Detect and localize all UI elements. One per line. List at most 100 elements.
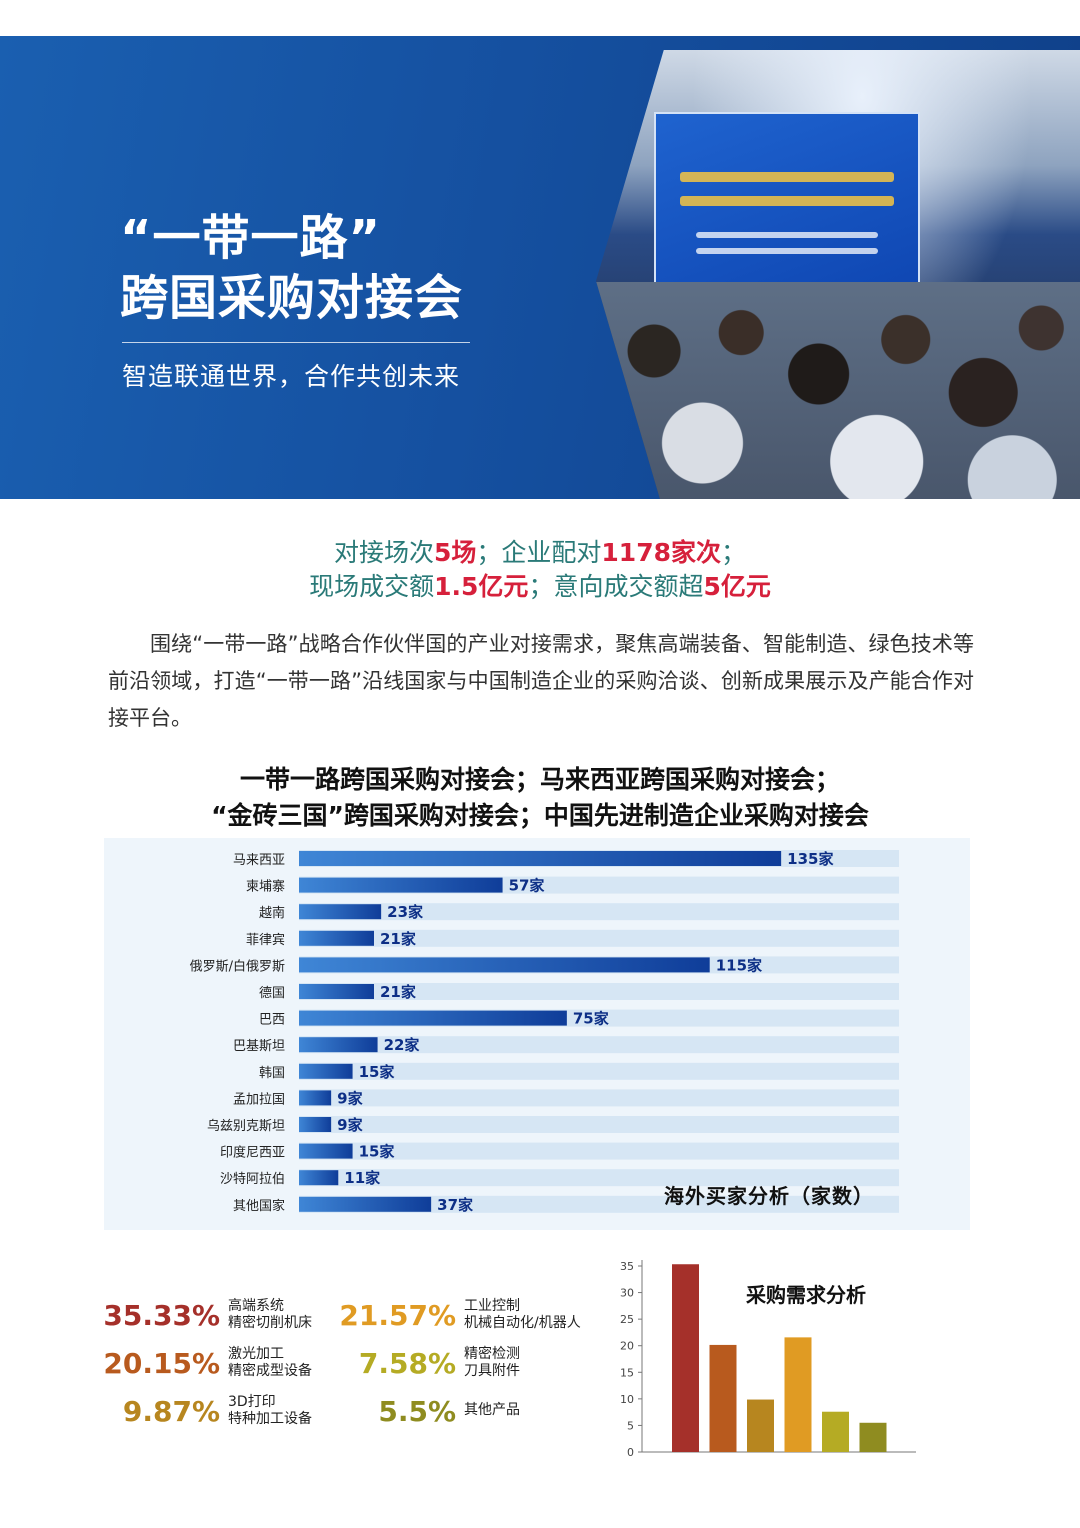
demand-percent: 9.87% — [122, 1395, 220, 1428]
bar-track — [299, 1195, 899, 1213]
events-heading: 一带一路跨国采购对接会；马来西亚跨国采购对接会； “金砖三国”跨国采购对接会；中… — [0, 762, 1080, 834]
buyer-chart-title: 海外买家分析（家数） — [664, 1184, 874, 1208]
bar-track — [299, 929, 899, 947]
events-line-1: 一带一路跨国采购对接会；马来西亚跨国采购对接会； — [239, 765, 840, 794]
bar-value-label: 22家 — [384, 1036, 420, 1054]
buyer-bar — [299, 957, 710, 973]
hero-banner: “一带一路” 跨国采购对接会 智造联通世界，合作共创未来 — [0, 36, 1080, 499]
intro-paragraph: 围绕“一带一路”战略合作伙伴国的产业对接需求，聚焦高端装备、智能制造、绿色技术等… — [108, 632, 974, 730]
screen-text-decor — [696, 232, 878, 238]
stats-line-2: 现场成交额1.5亿元；意向成交额超5亿元 — [0, 570, 1080, 604]
country-label: 韩国 — [259, 1066, 285, 1081]
bar-value-label: 15家 — [359, 1143, 395, 1161]
demand-column — [672, 1264, 699, 1452]
bar-track — [299, 903, 899, 921]
country-label: 柬埔寨 — [246, 879, 285, 895]
demand-legend-item: 20.15% 激光加工 精密成型设备 — [20, 1344, 312, 1384]
y-tick-label: 20 — [620, 1340, 634, 1353]
stats-text: ；企业配对 — [476, 538, 602, 567]
demand-legend-item: 9.87% 3D打印 特种加工设备 — [20, 1392, 312, 1432]
demand-legend-item: 7.58% 精密检测 刀具附件 — [256, 1344, 520, 1384]
y-tick-label: 10 — [620, 1393, 634, 1406]
demand-category-label: 3D打印 特种加工设备 — [228, 1394, 312, 1427]
demand-legend-item: 21.57% 工业控制 机械自动化/机器人 — [256, 1296, 580, 1336]
bar-value-label: 15家 — [359, 1063, 395, 1081]
country-label: 印度尼西亚 — [220, 1145, 285, 1161]
screen-text-decor — [680, 172, 894, 182]
demand-column — [784, 1337, 812, 1452]
buyer-bar — [299, 1196, 432, 1212]
demand-percent: 21.57% — [339, 1299, 456, 1332]
stats-highlight: 1.5亿元 — [434, 572, 529, 601]
demand-legend-item: 35.33% 高端系统 精密切削机床 — [20, 1296, 312, 1336]
buyer-bar — [299, 930, 374, 946]
buyer-bar — [299, 1170, 339, 1186]
demand-percent: 35.33% — [103, 1299, 220, 1332]
country-label: 菲律宾 — [246, 932, 285, 948]
country-label: 孟加拉国 — [233, 1092, 285, 1107]
buyer-bar — [299, 851, 782, 866]
bar-value-label: 21家 — [380, 983, 416, 1001]
y-tick-label: 15 — [620, 1366, 634, 1379]
country-label: 德国 — [259, 986, 285, 1001]
bar-track — [299, 1142, 899, 1160]
stats-text: 对接场次 — [333, 538, 434, 567]
bar-value-label: 11家 — [344, 1169, 380, 1187]
demand-category-label: 精密检测 刀具附件 — [464, 1346, 520, 1379]
buyer-bar — [299, 1010, 567, 1026]
screen-text-decor — [680, 196, 894, 206]
audience-crowd — [596, 282, 1080, 499]
stats-summary: 对接场次5场；企业配对1178家次； 现场成交额1.5亿元；意向成交额超5亿元 — [0, 536, 1080, 604]
country-label: 其他国家 — [233, 1198, 285, 1214]
event-photo — [596, 50, 1080, 499]
y-tick-label: 35 — [620, 1260, 634, 1273]
country-label: 俄罗斯/白俄罗斯 — [190, 958, 285, 974]
stats-text: 现场成交额 — [309, 572, 435, 601]
y-tick-label: 5 — [627, 1419, 634, 1432]
country-label: 马来西亚 — [233, 853, 285, 868]
bar-track — [299, 1089, 899, 1107]
buyer-bar — [299, 1037, 378, 1053]
buyer-chart-panel: 马来西亚 135家 柬埔寨 57家 越南 23家 菲律宾 21家 俄罗斯/白俄罗斯 115家 德国 2… — [104, 838, 970, 1230]
hero-subtitle: 智造联通世界，合作共创未来 — [122, 362, 461, 391]
bar-value-label: 9家 — [337, 1116, 362, 1134]
bar-value-label: 9家 — [337, 1089, 362, 1107]
country-label: 巴基斯坦 — [233, 1039, 285, 1054]
demand-column — [859, 1422, 887, 1452]
y-tick-label: 0 — [627, 1446, 634, 1459]
bar-value-label: 21家 — [380, 930, 416, 948]
bar-value-label: 23家 — [387, 903, 423, 921]
y-tick-label: 30 — [620, 1287, 634, 1300]
buyer-bar — [299, 1090, 332, 1106]
bar-track — [299, 1116, 899, 1133]
buyer-bar — [299, 904, 382, 920]
country-label: 巴西 — [259, 1013, 285, 1028]
y-tick-label: 25 — [620, 1313, 634, 1326]
stats-text: ； — [721, 538, 747, 567]
stats-text: ；意向成交额超 — [528, 572, 704, 601]
demand-percent: 7.58% — [358, 1347, 456, 1380]
demand-column — [747, 1399, 774, 1452]
demand-category-label: 其他产品 — [464, 1402, 520, 1418]
demand-legend-item: 5.5% 其他产品 — [256, 1392, 520, 1432]
hero-title: “一带一路” 跨国采购对接会 — [120, 208, 540, 328]
demand-category-label: 高端系统 精密切削机床 — [228, 1298, 312, 1331]
buyer-bar — [299, 1063, 353, 1079]
country-label: 沙特阿拉伯 — [220, 1172, 285, 1187]
bar-value-label: 115家 — [716, 956, 762, 974]
bar-value-label: 37家 — [437, 1196, 473, 1214]
events-line-2: “金砖三国”跨国采购对接会；中国先进制造企业采购对接会 — [211, 801, 869, 830]
bar-value-label: 135家 — [787, 850, 833, 868]
bar-value-label: 75家 — [573, 1010, 609, 1028]
demand-column-chart: 0 5 10 15 20 25 30 35 采购需求分析 — [620, 1260, 916, 1459]
screen-text-decor — [696, 248, 878, 254]
demand-percent: 20.15% — [103, 1347, 220, 1380]
bar-track — [299, 1036, 899, 1054]
demand-percent: 5.5% — [378, 1395, 456, 1428]
bar-track — [299, 1062, 899, 1080]
hero-title-line2: 跨国采购对接会 — [120, 270, 464, 326]
stats-highlight: 1178家次 — [601, 538, 721, 567]
bar-track — [299, 1169, 899, 1187]
buyer-bar — [299, 984, 374, 999]
